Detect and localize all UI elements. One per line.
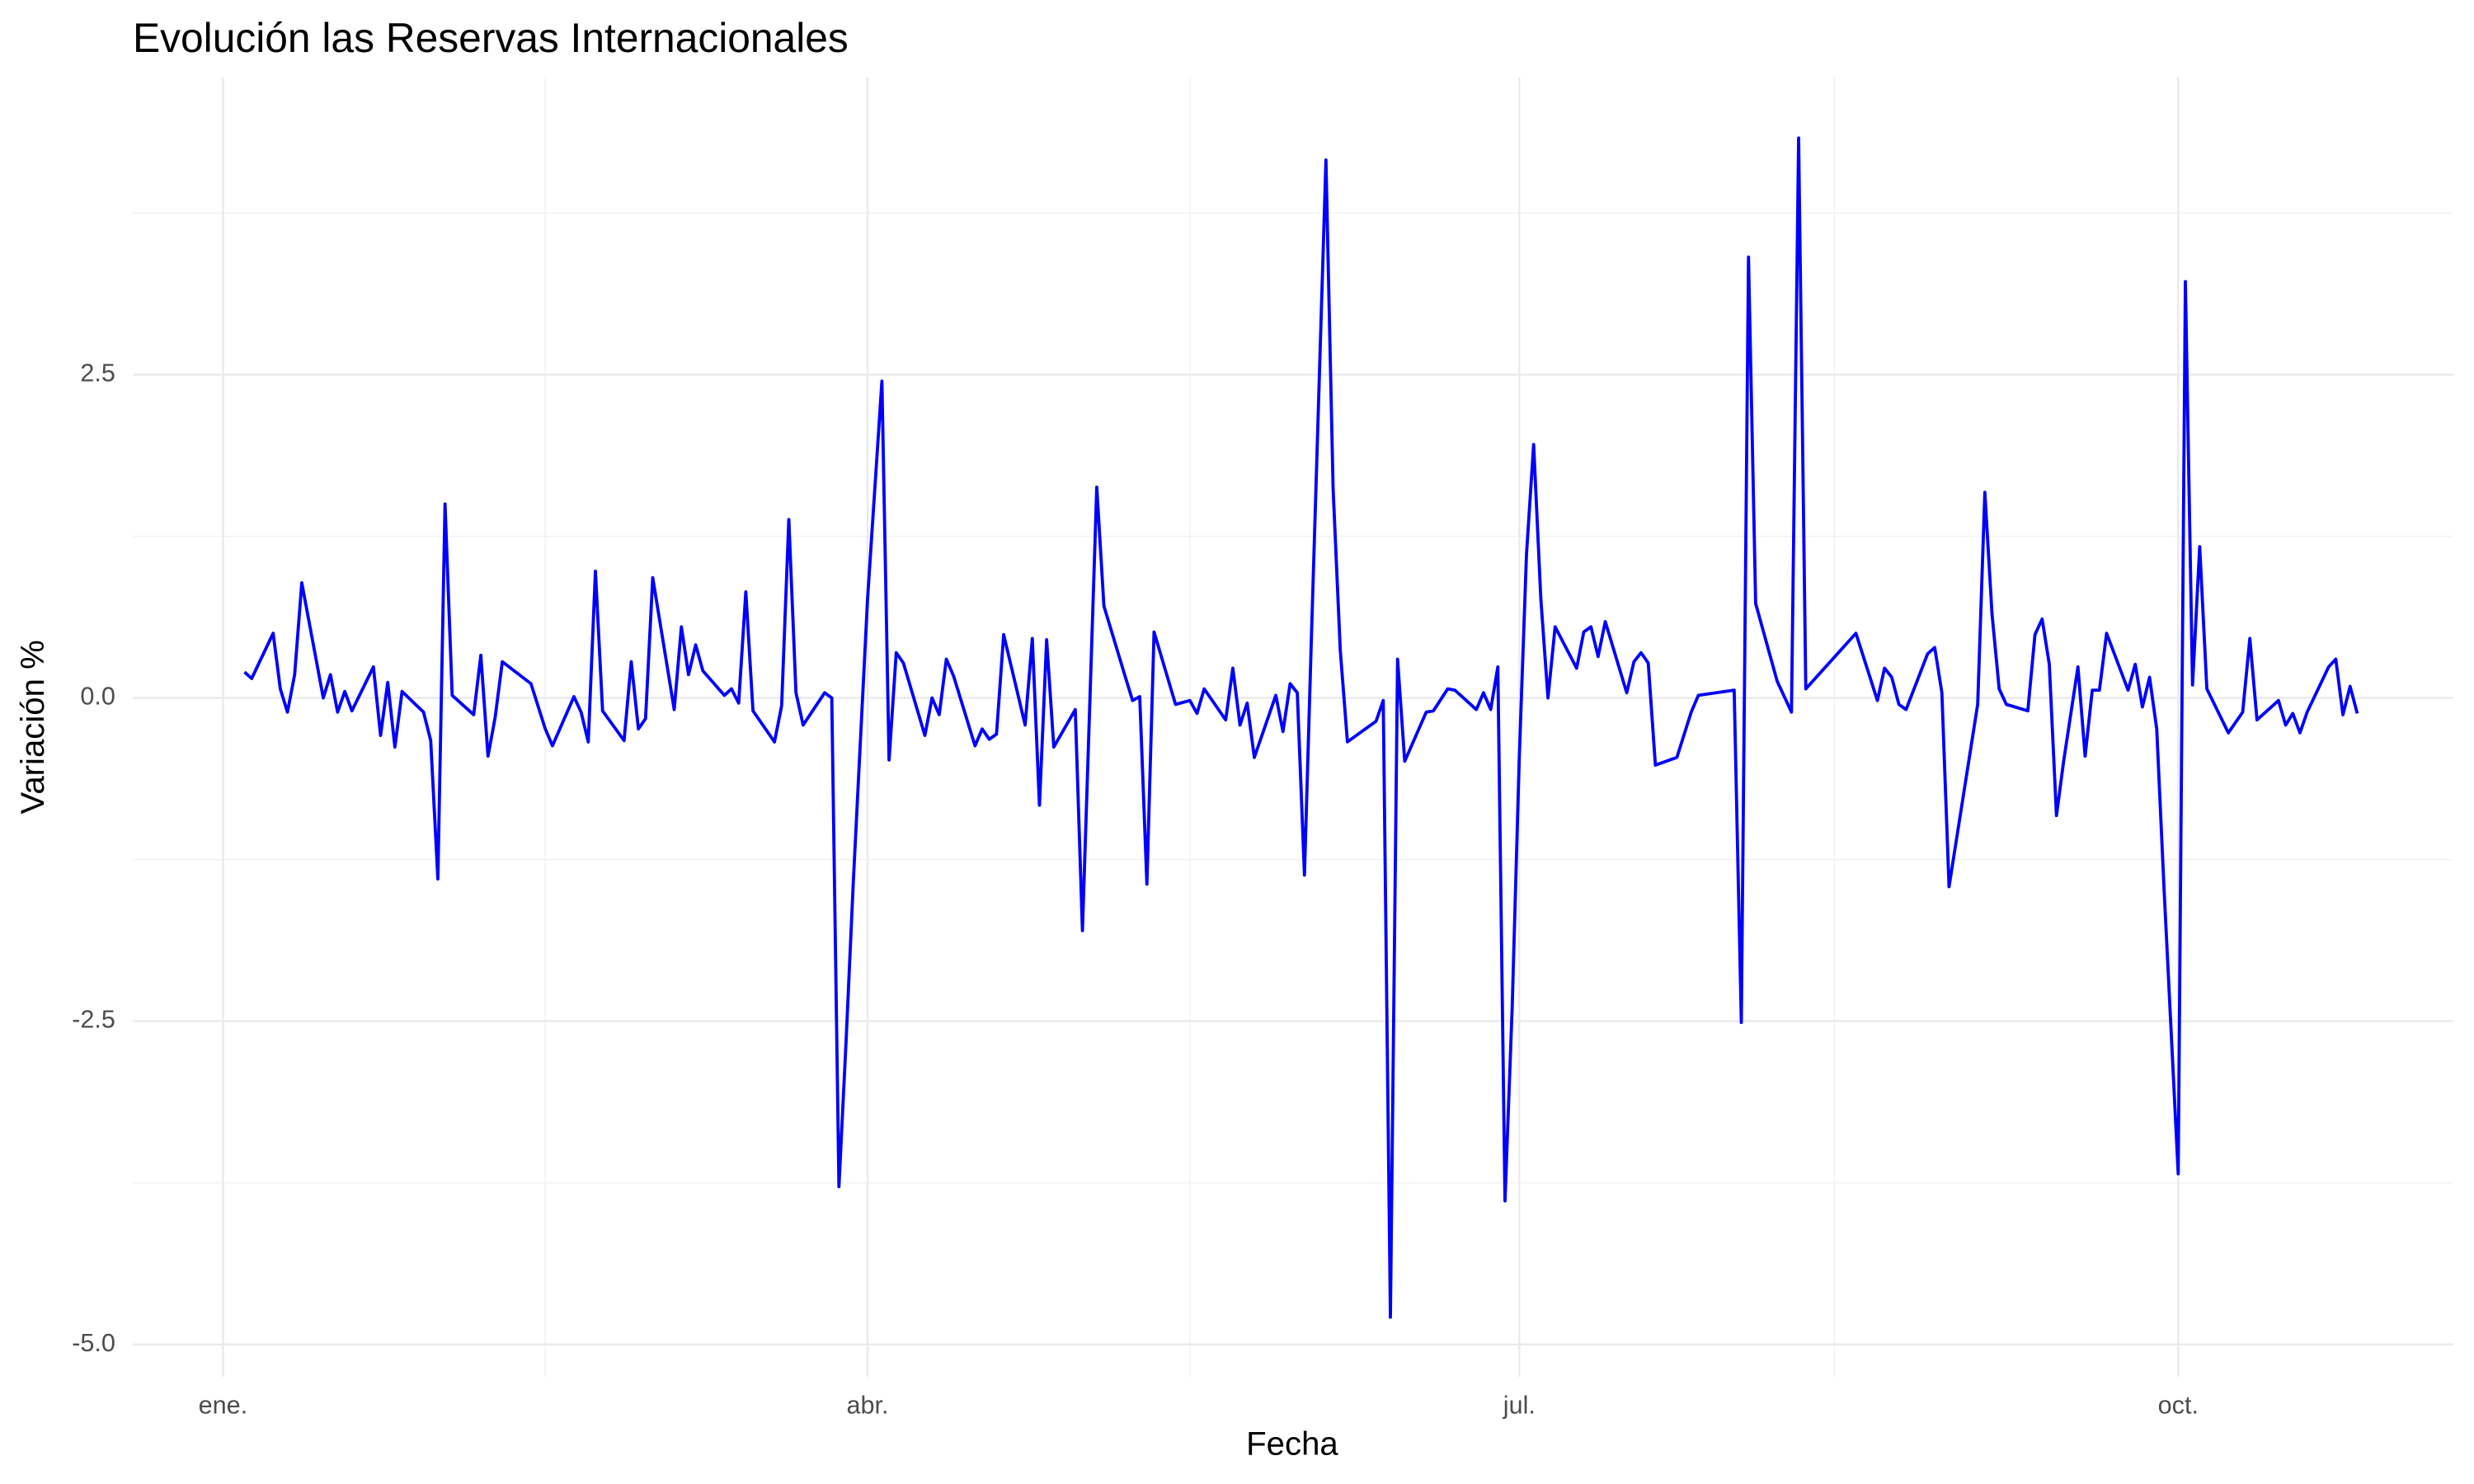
x-tick-label: jul. <box>1503 1391 1536 1419</box>
y-tick-label: -5.0 <box>72 1329 115 1357</box>
x-tick-label: ene. <box>199 1391 248 1419</box>
chart-title: Evolución las Reservas Internacionales <box>133 15 849 61</box>
x-tick-label: oct. <box>2158 1391 2199 1419</box>
y-axis-title: Variación % <box>14 640 51 814</box>
y-tick-label: 2.5 <box>80 359 115 387</box>
y-tick-label: -2.5 <box>72 1006 115 1034</box>
x-tick-label: abr. <box>847 1391 889 1419</box>
x-axis-title: Fecha <box>1246 1425 1338 1463</box>
data-line <box>243 136 2359 1319</box>
y-tick-label: 0.0 <box>80 683 115 711</box>
